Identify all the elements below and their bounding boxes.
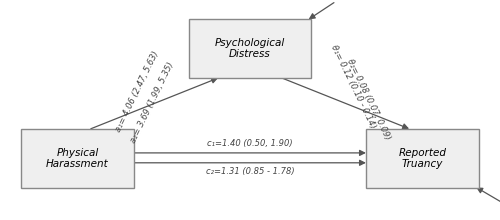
Text: a₁= 4.06 (2.47, 5.63): a₁= 4.06 (2.47, 5.63) (114, 50, 160, 133)
Text: c₂=1.31 (0.85 - 1.78): c₂=1.31 (0.85 - 1.78) (206, 167, 294, 176)
Text: a₂= 3.69 (1.99, 5.35): a₂= 3.69 (1.99, 5.35) (128, 61, 176, 144)
FancyBboxPatch shape (21, 129, 134, 188)
Text: Psychological
Distress: Psychological Distress (215, 38, 285, 59)
Text: Physical
Harassment: Physical Harassment (46, 148, 109, 169)
Text: θ₁= 0.12 (0.10 - 0.14): θ₁= 0.12 (0.10 - 0.14) (329, 44, 377, 130)
Text: Reported
Truancy: Reported Truancy (398, 148, 446, 169)
FancyBboxPatch shape (189, 19, 311, 78)
Text: c₁=1.40 (0.50, 1.90): c₁=1.40 (0.50, 1.90) (207, 139, 293, 148)
Text: θ₂= 0.08 (0.07, 0.09): θ₂= 0.08 (0.07, 0.09) (344, 57, 392, 141)
FancyBboxPatch shape (366, 129, 478, 188)
